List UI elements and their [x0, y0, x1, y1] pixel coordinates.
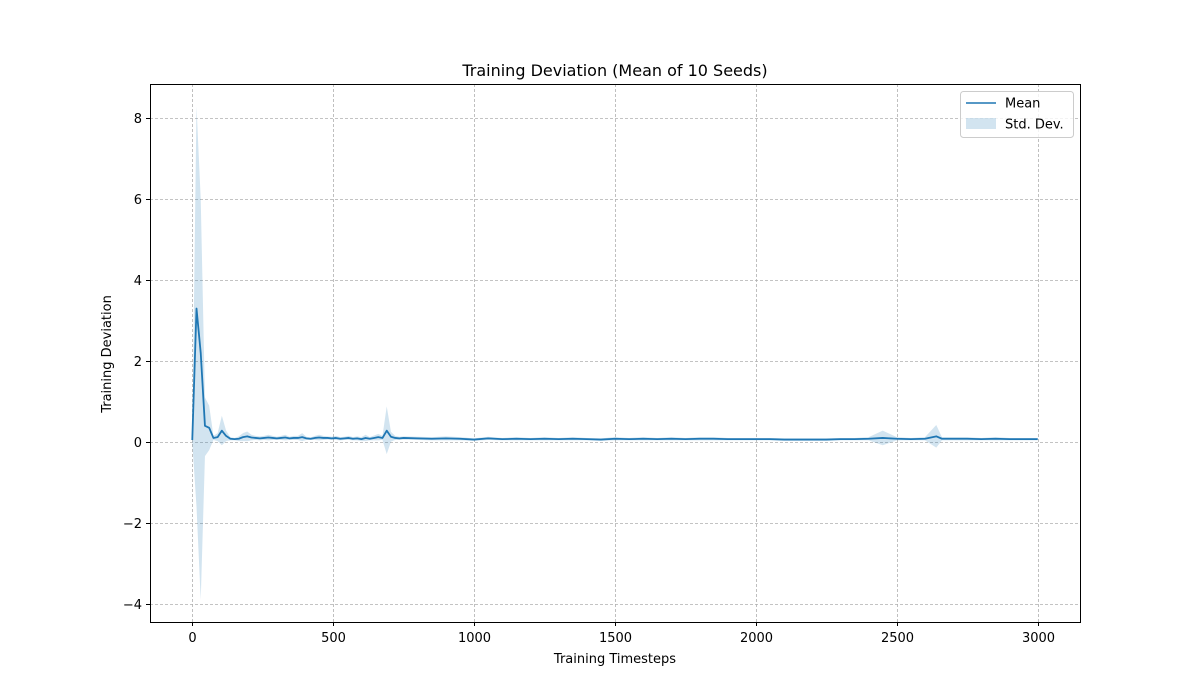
legend: Mean Std. Dev.	[960, 91, 1074, 138]
y-tick-label: −4	[123, 598, 142, 613]
y-tick-label: 8	[134, 112, 142, 127]
y-tick-label: 2	[134, 355, 142, 370]
legend-std-swatch	[966, 118, 996, 129]
legend-std-label: Std. Dev.	[1005, 118, 1064, 133]
x-tick-label: 0	[188, 631, 196, 646]
x-tick-label: 1000	[458, 631, 491, 646]
x-axis-label: Training Timesteps	[553, 652, 676, 667]
x-tick-label: 3000	[1022, 631, 1055, 646]
y-axis-ticks: −4 −2 0 2 4 6 8	[123, 112, 150, 613]
plot-area	[191, 106, 1038, 600]
y-tick-label: 0	[134, 436, 142, 451]
x-tick-label: 2000	[740, 631, 773, 646]
chart-title: Training Deviation (Mean of 10 Seeds)	[461, 61, 767, 80]
grid	[150, 84, 1080, 622]
mean-line	[191, 307, 1038, 441]
y-axis-label: Training Deviation	[100, 295, 115, 414]
y-tick-label: 6	[134, 193, 142, 208]
y-tick-label: 4	[134, 274, 142, 289]
x-axis-ticks: 0 500 1000 1500 2000 2500 3000	[188, 622, 1055, 646]
x-tick-label: 500	[321, 631, 346, 646]
y-tick-label: −2	[123, 517, 142, 532]
legend-mean-label: Mean	[1005, 97, 1040, 112]
x-tick-label: 1500	[599, 631, 632, 646]
x-tick-label: 2500	[881, 631, 914, 646]
